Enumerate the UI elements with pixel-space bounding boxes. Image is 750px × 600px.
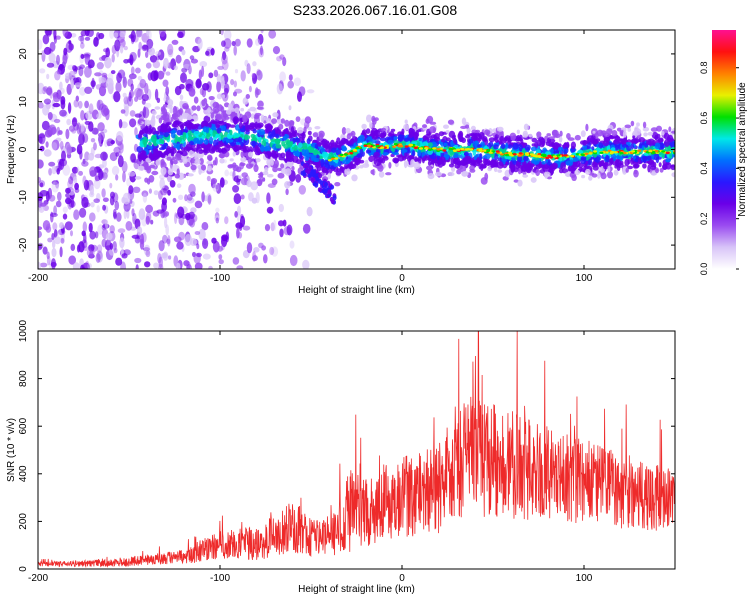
- snr-ytick-label: 0: [18, 566, 29, 572]
- spectrogram-xtick-label: 100: [576, 273, 593, 284]
- spectrogram-blobs: [38, 30, 675, 269]
- snr-ytick-label: 200: [18, 513, 29, 530]
- snr-ytick-label: 600: [18, 417, 29, 434]
- spectrogram-xlabel: Height of straight line (km): [298, 285, 415, 296]
- colorbar: [712, 30, 736, 269]
- snr-xlabel: Height of straight line (km): [298, 584, 415, 595]
- spectrogram-ytick-label: 20: [18, 48, 29, 60]
- colorbar-tick-label: 0.4: [699, 162, 709, 175]
- spectrogram-ytick-label: -10: [18, 190, 29, 205]
- snr-xtick-label: 100: [576, 573, 593, 584]
- snr-ylabel: SNR (10 * v/v): [6, 418, 17, 482]
- snr-ytick-label: 1000: [18, 319, 29, 342]
- snr-ytick-label: 800: [18, 370, 29, 387]
- colorbar-tick-label: 0.6: [699, 112, 709, 125]
- spectrogram-xtick-label: -100: [210, 273, 230, 284]
- snr-ytick-label: 400: [18, 465, 29, 482]
- chart-title: S233.2026.067.16.01.G08: [292, 2, 458, 18]
- spectrogram-ylabel: Frequency (Hz): [6, 115, 17, 184]
- snr-series-line: [38, 331, 675, 568]
- spectrogram-ytick-label: 0: [18, 146, 29, 152]
- colorbar-tick-label: 0.8: [699, 61, 709, 74]
- spectrogram-xtick-label: -200: [28, 273, 48, 284]
- spectrogram-xtick-label: 0: [399, 273, 405, 284]
- spectrogram-ytick-label: 10: [18, 96, 29, 108]
- colorbar-tick-label: 0.2: [699, 212, 709, 225]
- colorbar-label: Normalized spectral amplitude: [737, 82, 748, 217]
- colorbar-tick-label: 0.0: [699, 263, 709, 276]
- snr-xtick-label: -100: [210, 573, 230, 584]
- snr-xtick-label: 0: [399, 573, 405, 584]
- snr-frame: [37, 330, 676, 570]
- snr-xtick-label: -200: [28, 573, 48, 584]
- spectrogram-ytick-label: -20: [18, 237, 29, 252]
